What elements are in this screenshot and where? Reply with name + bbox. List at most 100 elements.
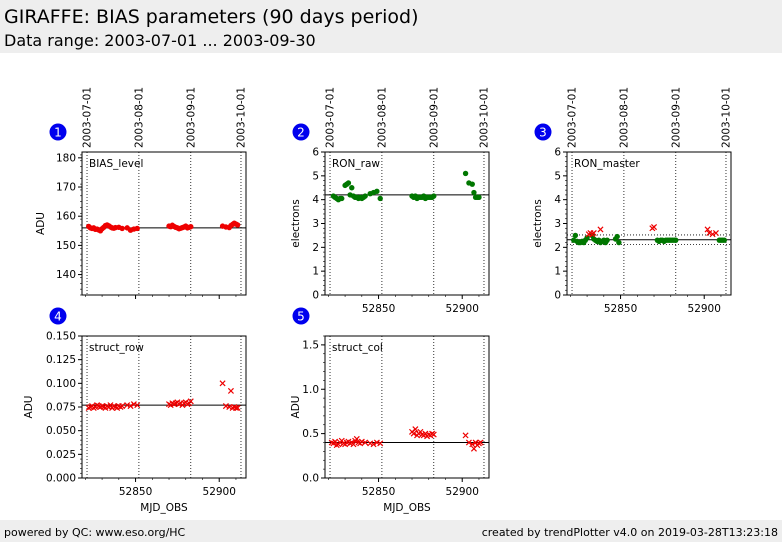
footer-created-by: created by trendPlotter v4.0 on 2019-03-… — [481, 526, 778, 539]
data-point — [227, 387, 234, 394]
panel-badge — [292, 123, 310, 141]
data-point — [232, 404, 239, 411]
data-point — [127, 403, 134, 410]
panel-label: struct_row — [89, 342, 144, 354]
data-point — [377, 195, 383, 202]
y-tick-label: 150 — [56, 240, 76, 252]
y-tick-label: 5 — [312, 170, 319, 182]
y-tick-label: 0.5 — [302, 428, 319, 440]
y-tick-label: 0 — [312, 290, 319, 302]
data-point — [476, 194, 482, 200]
data-point — [374, 188, 380, 195]
plot-frame — [566, 151, 732, 296]
date-tick-label: 2003-09-01 — [185, 87, 197, 148]
data-point — [349, 185, 355, 191]
y-tick-label: 160 — [56, 211, 76, 223]
panel-label: RON_master — [574, 158, 640, 170]
date-tick-label: 2003-08-01 — [376, 87, 388, 148]
data-point — [462, 170, 469, 177]
data-point — [339, 195, 345, 202]
footer-powered-by: powered by QC: www.eso.org/HC — [4, 526, 186, 539]
y-tick-label: 2 — [312, 242, 319, 254]
date-tick-label: 2003-07-01 — [82, 87, 94, 148]
data-point — [584, 235, 590, 241]
plot-frame — [81, 151, 247, 296]
x-tick-label: 52850 — [604, 303, 637, 315]
chart-panel-1: 1 2003-07-01 2003-08-01 2003-09-01 2003-10-0… — [35, 87, 247, 299]
data-point — [350, 441, 357, 448]
data-point — [362, 193, 368, 199]
y-tick-label: 6 — [554, 147, 561, 159]
y-tick-label: 1 — [312, 266, 319, 278]
y-tick-label: 0.025 — [46, 449, 76, 461]
x-tick-label: 52900 — [446, 486, 479, 498]
y-tick-label: 2 — [554, 242, 561, 254]
data-point — [650, 224, 658, 231]
y-tick-label: 0.100 — [46, 378, 76, 390]
panel-label: BIAS_level — [89, 158, 143, 170]
data-point — [706, 230, 713, 237]
y-tick-label: 0.150 — [46, 331, 76, 343]
data-point — [712, 230, 719, 237]
panel-badge-number: 4 — [54, 310, 62, 324]
panel-badge-number: 2 — [297, 126, 305, 140]
data-point — [370, 441, 377, 448]
data-point — [412, 426, 419, 433]
x-axis-label: MJD_OBS — [140, 502, 188, 514]
y-tick-label: 0.000 — [46, 473, 76, 485]
data-point — [119, 403, 126, 410]
page-subtitle: Data range: 2003-07-01 ... 2003-09-30 — [4, 31, 316, 50]
y-tick-label: 0.075 — [46, 402, 76, 414]
y-axis-label: ADU — [290, 396, 302, 419]
date-tick-label: 2003-07-01 — [567, 87, 579, 148]
x-axis-label: MJD_OBS — [383, 502, 431, 514]
panel-badge — [49, 307, 67, 325]
x-tick-label: 52900 — [688, 303, 721, 315]
panel-badge — [534, 123, 552, 141]
date-tick-label: 2003-09-01 — [670, 87, 682, 148]
data-point — [469, 181, 475, 187]
y-tick-label: 4 — [554, 194, 561, 206]
data-point — [188, 224, 194, 230]
data-point — [465, 439, 472, 446]
footer-bar: powered by QC: www.eso.org/HC created by… — [0, 520, 782, 542]
panel-badge-number: 1 — [54, 126, 62, 140]
date-tick-label: 2003-09-01 — [428, 87, 440, 148]
data-point — [471, 189, 477, 196]
data-point — [377, 440, 384, 447]
data-point — [597, 226, 604, 233]
data-point — [219, 380, 226, 387]
data-point — [134, 225, 140, 232]
y-tick-label: 1.5 — [302, 339, 319, 351]
data-point — [477, 439, 484, 446]
panel-badge-number: 3 — [539, 126, 547, 140]
data-point — [234, 404, 241, 411]
date-tick-label: 2003-10-01 — [720, 87, 732, 148]
data-point — [604, 237, 610, 243]
y-tick-label: 140 — [56, 269, 76, 281]
data-point — [345, 180, 352, 186]
y-tick-label: 0.0 — [302, 473, 319, 485]
x-tick-label: 52850 — [362, 303, 395, 315]
y-tick-label: 3 — [312, 218, 319, 230]
y-tick-label: 0.125 — [46, 354, 76, 366]
data-point — [721, 237, 728, 243]
data-point — [234, 222, 241, 228]
charts-area: 1 2003-07-01 2003-08-01 2003-09-01 2003-10-0… — [23, 87, 732, 514]
y-axis-label: electrons — [532, 199, 544, 247]
y-tick-label: 3 — [554, 218, 561, 230]
data-point — [134, 402, 141, 409]
y-tick-label: 0 — [554, 290, 561, 302]
data-point — [362, 439, 369, 446]
data-point — [187, 398, 194, 405]
data-point — [469, 441, 476, 448]
chart-panel-4: 4 0.000 0.025 0.050 0.075 0.100 0.125 0.150 5285… — [23, 307, 247, 514]
date-tick-label: 2003-07-01 — [325, 87, 337, 148]
x-tick-label: 52900 — [203, 486, 236, 498]
x-tick-label: 52900 — [446, 303, 479, 315]
y-tick-label: 170 — [56, 182, 76, 194]
date-tick-label: 2003-10-01 — [235, 87, 247, 148]
date-tick-label: 2003-08-01 — [618, 87, 630, 148]
header-bar: GIRAFFE: BIAS parameters (90 days period… — [0, 0, 782, 53]
y-axis-label: electrons — [290, 199, 302, 247]
